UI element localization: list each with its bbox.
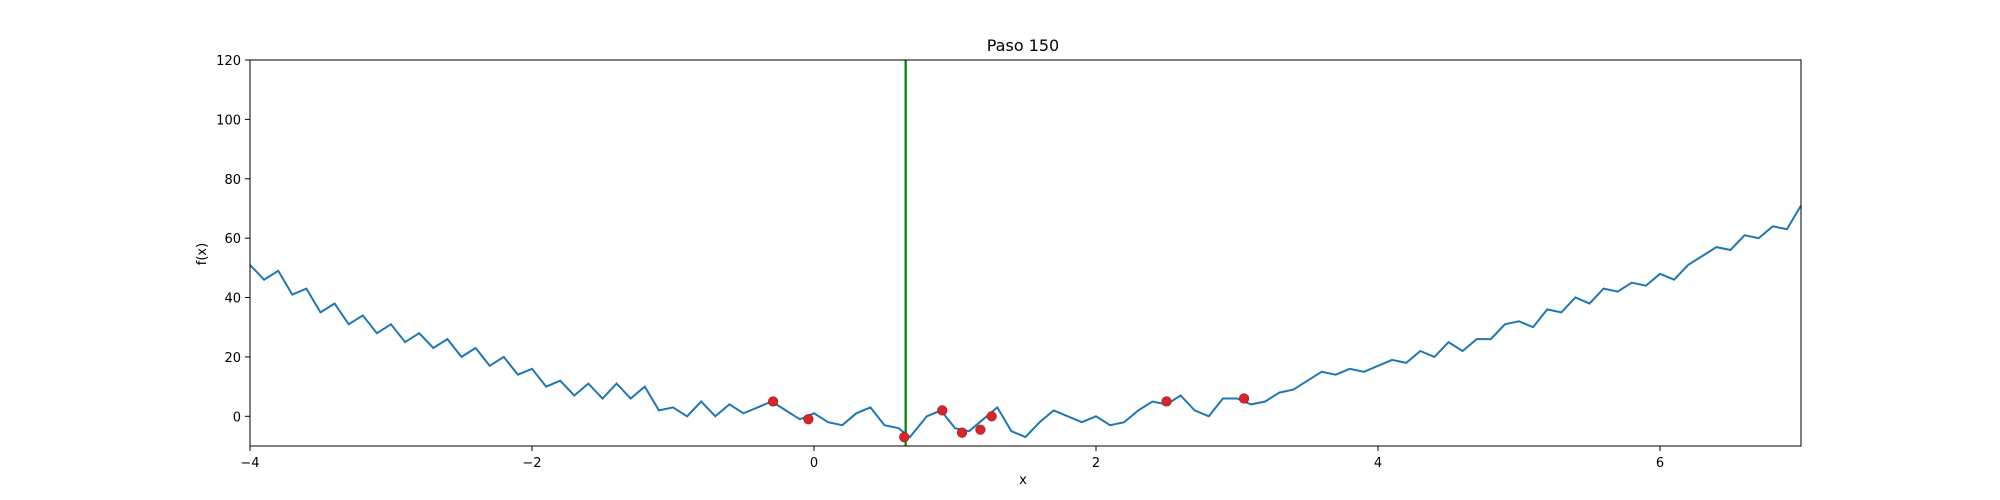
y-axis: 0 20 40 60 80 100 120 (216, 54, 250, 425)
y-axis-label: f(x) (195, 243, 210, 265)
data-point (899, 431, 910, 443)
data-point (937, 405, 948, 416)
x-tick-label: −2 (522, 456, 541, 471)
y-tick-label: 0 (233, 410, 241, 425)
x-tick-label: 6 (1656, 456, 1664, 471)
y-tick-label: 120 (216, 54, 241, 69)
x-axis-label: x (1019, 473, 1027, 488)
plot-area (249, 59, 1802, 447)
y-tick-label: 100 (216, 113, 241, 128)
data-point (986, 411, 997, 422)
x-tick-label: 2 (1092, 456, 1100, 471)
x-tick-label: 0 (810, 456, 818, 471)
plot-frame (249, 59, 1802, 447)
data-point (1161, 396, 1172, 407)
series-line (249, 204, 1802, 439)
x-tick-label: 4 (1374, 456, 1382, 471)
x-axis: −4 −2 0 2 4 6 (240, 446, 1664, 471)
y-tick-label: 40 (224, 292, 241, 307)
data-point (975, 424, 986, 435)
data-point (956, 427, 968, 438)
y-tick-label: 60 (224, 232, 241, 247)
chart-title: Paso 150 (987, 36, 1059, 55)
y-tick-label: 20 (224, 351, 241, 366)
data-point (803, 414, 814, 425)
x-tick-label: −4 (240, 456, 259, 471)
data-point (1238, 393, 1250, 404)
y-tick-label: 80 (224, 173, 241, 188)
data-point (768, 396, 779, 407)
